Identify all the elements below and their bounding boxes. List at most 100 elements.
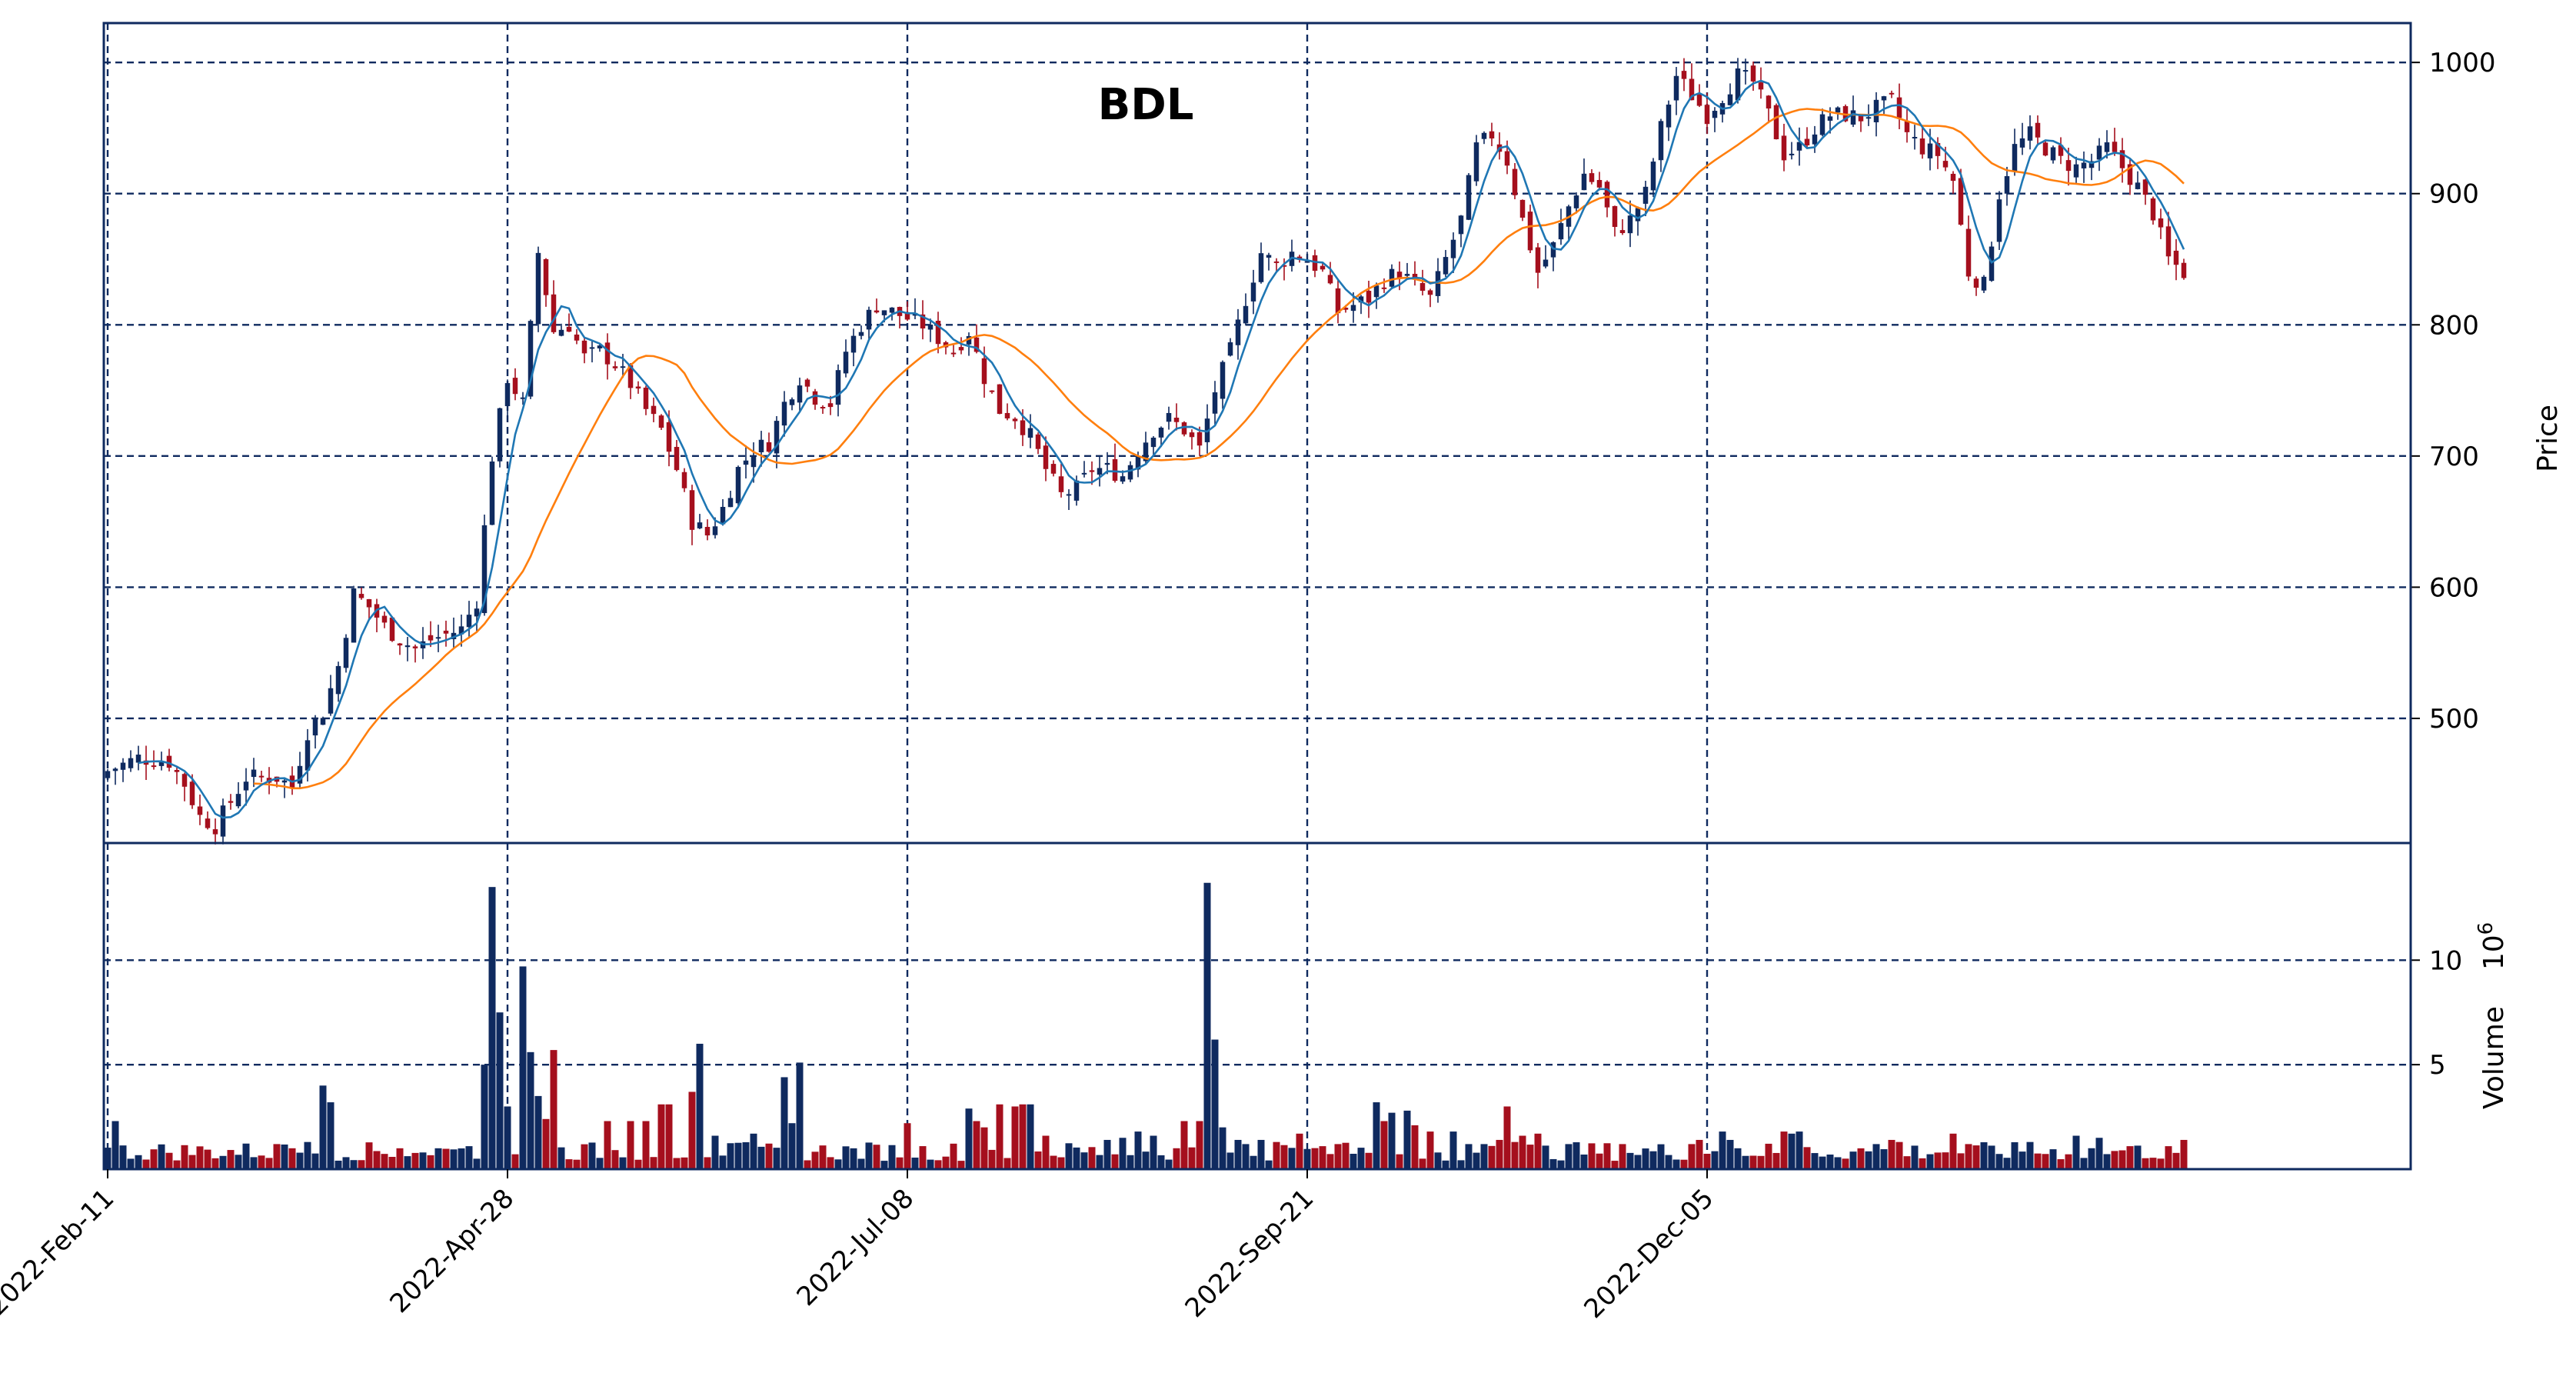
candle-body	[1196, 432, 1203, 446]
volume-bar	[2049, 1149, 2057, 1169]
candle-body	[1089, 470, 1095, 472]
volume-bar	[1526, 1145, 1534, 1169]
candle-body	[220, 805, 226, 837]
volume-bar	[496, 1012, 504, 1169]
candle-body	[2073, 164, 2079, 178]
volume-bar	[1926, 1154, 1934, 1169]
volume-bar	[1480, 1144, 1488, 1169]
volume-bar	[1603, 1143, 1611, 1169]
candle-body	[1135, 455, 1141, 470]
candle-body	[1458, 215, 1464, 235]
volume-bar	[227, 1150, 235, 1169]
candle-body	[489, 462, 495, 525]
volume-bar	[950, 1143, 957, 1169]
candle-body	[2050, 147, 2056, 161]
candle-body	[2004, 176, 2010, 194]
volume-bar	[681, 1157, 688, 1169]
candle-body	[1642, 186, 1649, 204]
candle-body	[1819, 114, 1825, 135]
candle-body	[305, 740, 311, 771]
volume-bar	[742, 1141, 750, 1169]
candle-body	[1027, 428, 1033, 438]
candle-body	[843, 352, 849, 374]
candle-body	[1996, 199, 2002, 242]
volume-bar	[1957, 1153, 1965, 1169]
volume-bar	[1442, 1160, 1449, 1169]
candle-body	[1773, 105, 1779, 140]
volume-bar	[788, 1123, 796, 1169]
candle-body	[1712, 111, 1718, 118]
volume-bar	[411, 1152, 419, 1169]
volume-bar	[796, 1062, 804, 1169]
candle-body	[1273, 261, 1280, 263]
volume-bar	[996, 1104, 1003, 1169]
candle-body	[597, 345, 603, 348]
volume-bar	[2111, 1151, 2118, 1169]
volume-bar	[1165, 1159, 1173, 1169]
candle-body	[1804, 138, 1810, 146]
candle-body	[1735, 68, 1741, 101]
candle-body	[2181, 262, 2187, 278]
candle-body	[297, 765, 303, 784]
volume-bar	[1050, 1155, 1057, 1169]
volume-bar	[1011, 1106, 1019, 1169]
candle-body	[2158, 218, 2164, 228]
candle-body	[335, 665, 341, 695]
volume-bar	[1865, 1151, 1872, 1169]
volume-bar	[1457, 1160, 1465, 1169]
volume-bar	[458, 1148, 465, 1169]
volume-bar	[158, 1144, 165, 1169]
volume-bar	[1142, 1151, 1150, 1169]
candle-body	[1850, 110, 1856, 125]
candle-body	[1981, 276, 1987, 291]
volume-bar	[1334, 1144, 1342, 1169]
volume-axis-unit: 106	[2474, 922, 2510, 970]
volume-bar	[434, 1148, 442, 1169]
volume-bar	[127, 1158, 135, 1169]
volume-bar	[1211, 1039, 1219, 1169]
volume-bar	[1734, 1148, 1742, 1169]
volume-axis-ticks: 5 10	[2411, 945, 2462, 1081]
volume-bar	[258, 1155, 265, 1169]
volume-bar	[1842, 1158, 1849, 1169]
volume-bar	[1826, 1155, 1834, 1169]
volume-bar	[1696, 1139, 1703, 1169]
volume-bar	[1803, 1147, 1811, 1169]
volume-bar	[642, 1121, 650, 1169]
candle-body	[2165, 226, 2172, 257]
price-tick-label: 800	[2429, 310, 2479, 341]
volume-bar	[373, 1151, 381, 1169]
candle-body	[228, 801, 234, 803]
volume-bar	[527, 1051, 534, 1169]
candle-body	[235, 794, 241, 807]
volume-bar	[1834, 1157, 1842, 1169]
volume-bar	[211, 1158, 219, 1169]
candle-body	[1789, 153, 1795, 155]
volume-bar	[119, 1145, 127, 1169]
volume-bar	[619, 1157, 627, 1169]
volume-bar	[627, 1121, 634, 1169]
candle-body	[558, 329, 564, 336]
candle-body	[604, 342, 611, 365]
candle-body	[1881, 96, 1887, 101]
volume-bar	[1972, 1145, 1980, 1169]
volume-bar	[1934, 1152, 1942, 1169]
volume-bar	[557, 1147, 565, 1169]
volume-bar	[750, 1133, 757, 1169]
volume-bar	[1096, 1155, 1103, 1169]
volume-bar	[673, 1158, 681, 1169]
volume-bar	[1888, 1139, 1895, 1169]
price-tick-label: 1000	[2429, 48, 2496, 78]
volume-bar	[2011, 1141, 2019, 1169]
candle-body	[151, 765, 157, 768]
volume-bar	[1319, 1146, 1326, 1169]
volume-bar	[1665, 1155, 1672, 1169]
candle-body	[674, 447, 680, 471]
volume-bar	[2149, 1158, 2157, 1169]
volume-bar	[1634, 1155, 1642, 1169]
volume-bar	[1465, 1144, 1473, 1169]
volume-bar	[1080, 1152, 1088, 1169]
candle-body	[166, 755, 172, 768]
volume-bar	[2026, 1141, 2034, 1169]
volume-bar	[319, 1085, 327, 1169]
